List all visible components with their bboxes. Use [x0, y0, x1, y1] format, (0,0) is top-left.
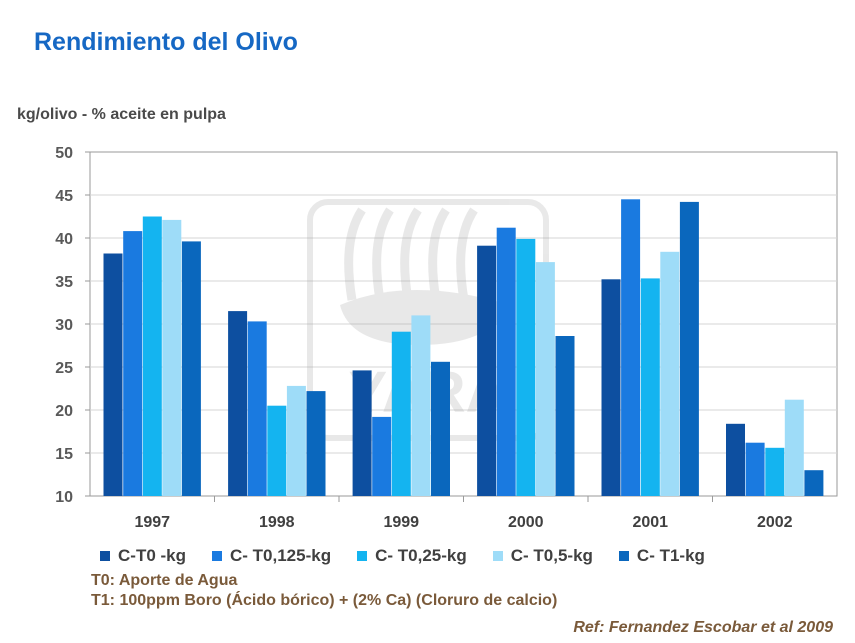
bar-1997-series-2	[123, 231, 143, 496]
bar-2002-series-4	[784, 399, 804, 496]
x-tick-label: 1999	[383, 514, 419, 531]
x-tick-label: 2001	[632, 514, 668, 531]
bar-2000-series-4	[535, 262, 555, 496]
bar-1999-series-4	[411, 315, 431, 496]
legend-item: C- T0,25-kg	[357, 546, 467, 566]
legend: C-T0 -kg C- T0,125-kg C- T0,25-kg C- T0,5-k…	[100, 546, 731, 566]
bar-1999-series-3	[391, 331, 411, 496]
x-tick-label: 1998	[259, 514, 295, 531]
bar-2001-series-5	[679, 201, 699, 496]
bar-2002-series-5	[804, 470, 824, 496]
bar-2001-series-1	[601, 279, 621, 496]
note-t0: T0: Aporte de Agua	[91, 572, 238, 589]
bar-1999-series-1	[352, 370, 372, 496]
x-tick-label: 1997	[134, 514, 170, 531]
bar-1998-series-3	[267, 405, 287, 496]
legend-label: C- T1-kg	[636, 546, 705, 565]
bar-2001-series-3	[640, 278, 660, 496]
bar-2002-series-3	[765, 447, 785, 496]
legend-swatch	[618, 551, 629, 561]
bar-1998-series-4	[286, 385, 306, 496]
bar-1997-series-3	[142, 216, 162, 496]
bar-1997-series-1	[103, 253, 123, 496]
y-tick-label: 20	[55, 403, 73, 420]
y-tick-label: 10	[55, 489, 73, 506]
legend-label: C- T0,5-kg	[510, 546, 593, 565]
legend-item: C- T0,125-kg	[212, 546, 331, 566]
x-tick-label: 2000	[508, 514, 544, 531]
bar-1997-series-5	[181, 241, 201, 496]
y-tick-label: 35	[55, 274, 73, 291]
gridlines	[90, 194, 837, 454]
legend-swatch	[212, 551, 222, 561]
bar-1997-series-4	[162, 219, 182, 496]
legend-item: C-T0 -kg	[100, 546, 186, 566]
bar-1999-series-5	[431, 361, 450, 496]
legend-label: C-T0 -kg	[118, 546, 186, 565]
bar-2001-series-4	[660, 251, 680, 496]
bars	[103, 199, 824, 497]
bar-1999-series-2	[372, 416, 392, 496]
bar-2000-series-3	[516, 238, 536, 496]
y-tick-label: 50	[55, 145, 73, 162]
y-tick-label: 25	[55, 360, 73, 377]
legend-label: C- T0,125-kg	[230, 546, 332, 565]
bar-1998-series-1	[228, 311, 248, 496]
legend-swatch	[100, 551, 110, 561]
bar-2000-series-2	[496, 227, 516, 496]
y-axis-ticks: 10 15 20 25 30 35 40 45 50	[55, 145, 90, 506]
chart-title: Rendimiento del Olivo	[34, 28, 298, 56]
bar-2002-series-1	[726, 423, 745, 496]
bar-2000-series-5	[555, 336, 575, 496]
bar-1998-series-2	[247, 321, 267, 496]
legend-item: C- T0,5-kg	[492, 546, 593, 566]
y-tick-label: 30	[55, 317, 73, 334]
legend-item: C- T1-kg	[618, 546, 705, 566]
x-axis-ticks: 1997 1998 1999 2000 2001 2002	[134, 496, 793, 531]
legend-label: C- T0,25-kg	[375, 546, 467, 565]
y-tick-label: 45	[55, 188, 73, 205]
y-tick-label: 15	[55, 446, 73, 463]
note-t1: T1: 100ppm Boro (Ácido bórico) + (2% Ca)…	[91, 592, 558, 609]
reference: Ref: Fernandez Escobar et al 2009	[573, 619, 833, 636]
legend-swatch	[357, 551, 368, 561]
legend-swatch	[492, 551, 503, 561]
bar-1998-series-5	[306, 391, 326, 496]
x-tick-label: 2002	[757, 514, 793, 531]
y-tick-label: 40	[55, 231, 73, 248]
y-axis-label: kg/olivo - % aceite en pulpa	[17, 106, 226, 123]
bar-2001-series-2	[621, 199, 641, 497]
bar-2002-series-2	[745, 442, 765, 496]
bar-2000-series-1	[477, 245, 497, 496]
